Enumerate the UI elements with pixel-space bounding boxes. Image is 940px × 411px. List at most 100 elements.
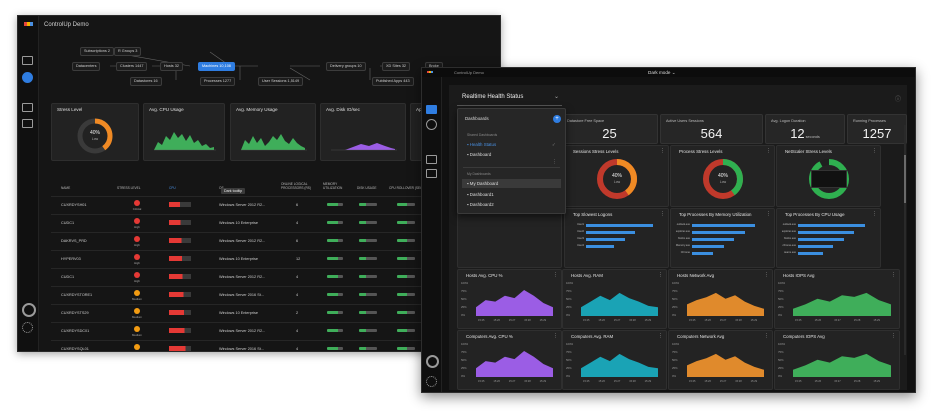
table-row[interactable]: CUXRDYSH01 Critical Windows Server 2012 R2…: [51, 196, 451, 214]
gear-icon[interactable]: [426, 376, 437, 387]
memory-usage-card[interactable]: Avg. Memory Usage: [230, 103, 316, 161]
col-disk[interactable]: DISK USAGE: [357, 186, 377, 190]
kebab-icon[interactable]: ⋮: [660, 148, 665, 154]
node-published-apps[interactable]: Published Apps 443: [372, 77, 414, 86]
cpu-usage-card[interactable]: Avg. CPU Usage: [143, 103, 225, 161]
disk-io-card[interactable]: Avg. Disk IO/sec: [320, 103, 406, 161]
kpi-card[interactable]: Running Processes 1257: [847, 114, 907, 144]
kpi-card[interactable]: Active Users Sessions 564: [660, 114, 763, 144]
area-chart-panel[interactable]: Hosts Network Avg ⋮ 100% 75% 50% 25% 0% 15:25 15…: [668, 269, 773, 329]
kebab-icon[interactable]: ⋮: [553, 272, 558, 278]
y-tick-label: 100%: [672, 281, 680, 285]
menu-item-dashboard1[interactable]: ▪ Dashboard1: [467, 192, 494, 197]
stress-gauge-panel[interactable]: Process Stress Levels ⋮ 40% Low: [670, 145, 775, 207]
area-chart-panel[interactable]: Computers Network Avg ⋮ 100% 75% 50% 25% 0% 15:…: [668, 330, 773, 390]
gear-icon[interactable]: [22, 322, 33, 333]
kebab-icon[interactable]: ⋮: [766, 211, 771, 217]
compass-icon[interactable]: [426, 119, 437, 130]
menu-item-dashboard2[interactable]: ▪ Dashboard2: [467, 202, 494, 207]
col-memory[interactable]: MEMORY UTILIZATION: [323, 182, 343, 190]
area-chart-panel[interactable]: Computers Avg. CPU % ⋮ 100% 75% 50% 25% 0% 15:2…: [457, 330, 562, 390]
kpi-card[interactable]: Avg. Logon Duration 12seconds: [765, 114, 845, 144]
dashboard-select[interactable]: Realtime Health Status ⌄: [457, 92, 562, 106]
col-stress[interactable]: STRESS LEVEL: [117, 186, 141, 190]
node-datastores[interactable]: Datastores 16: [130, 77, 162, 86]
kebab-icon[interactable]: ⋮: [891, 272, 896, 278]
table-row[interactable]: CUDC1 High Windows 10 Enterprise 4: [51, 214, 451, 232]
panel-title: Computers Avg. RAM: [571, 334, 614, 339]
kebab-icon[interactable]: ⋮: [872, 148, 877, 154]
area-chart-panel[interactable]: Computers IOPS Avg ⋮ 100% 75% 50% 25% 0% 15:25 1…: [774, 330, 900, 390]
col-processors[interactable]: ONLINE LOGICAL PROCESSORS (RS): [281, 182, 311, 190]
kebab-icon[interactable]: ⋮: [891, 333, 896, 339]
kebab-icon[interactable]: ⋮: [660, 211, 665, 217]
x-tick-label: 15:26: [493, 319, 500, 322]
menu-item-dashboard[interactable]: ▪ Dashboard: [467, 152, 492, 157]
node-rg-groups[interactable]: R Groups 3: [114, 47, 142, 56]
stress-level-card[interactable]: Stress Level 40% Low: [51, 103, 139, 161]
node-clusters[interactable]: Clusters 1447: [116, 62, 148, 71]
node-delivery-groups[interactable]: Delivery groups 10: [326, 62, 366, 71]
kpi-number: 12: [790, 126, 805, 141]
area-chart-panel[interactable]: Computers Avg. RAM ⋮ 100% 75% 50% 25% 0% 15:25 1…: [562, 330, 667, 390]
dashboard-icon[interactable]: [22, 56, 33, 65]
display-icon[interactable]: [22, 119, 33, 128]
stress-gauge-panel[interactable]: Sessions Stress Levels ⋮ 40% Low: [564, 145, 669, 207]
node-hosts[interactable]: Hosts 32: [160, 62, 183, 71]
area-chart-panel[interactable]: Hosts Avg. CPU % ⋮ 100% 75% 50% 25% 0% 15:25 15:…: [457, 269, 562, 329]
panel-title: Hosts IOPS Avg: [783, 273, 815, 278]
table-row[interactable]: CUDC1 High Windows Server 2012 R2... 4: [51, 268, 451, 286]
table-row[interactable]: CUXRDYSTORE1 Medium Windows Server 2016 St…: [51, 286, 451, 304]
node-datacenters[interactable]: Datacenters: [72, 62, 101, 71]
compass-icon[interactable]: [22, 72, 33, 83]
node-user-sessions[interactable]: User Sessions 1,5149: [258, 77, 304, 86]
top-bar-panel[interactable]: Top Processes By CPU Usage ⋮ outlook.exe ex…: [776, 208, 881, 268]
area-chart-panel[interactable]: Hosts IOPS Avg ⋮ 100% 75% 50% 25% 0% 15:25 15:26…: [774, 269, 900, 329]
kebab-icon[interactable]: ⋮: [553, 333, 558, 339]
dashboard-icon[interactable]: [426, 105, 437, 114]
display-icon[interactable]: [426, 169, 437, 178]
node-machines[interactable]: Machines 10,108: [198, 62, 235, 71]
table-row[interactable]: CUXRDYSTS29 Medium Windows 10 Enterprise 2: [51, 304, 451, 322]
monitor-icon[interactable]: [426, 155, 437, 164]
add-dashboard-button[interactable]: +: [553, 115, 561, 123]
top-bar-panel[interactable]: Top Processes By Memory Utilization ⋮ outl…: [670, 208, 775, 268]
scrollbar-thumb[interactable]: [904, 155, 906, 203]
col-cpu-rollover[interactable]: CPU ROLLOVER (SEC): [389, 186, 424, 190]
table-row[interactable]: CUXRDYSDC01 Medium Windows Server 2012 R2.…: [51, 322, 451, 340]
stress-gauge-panel[interactable]: NetScaler Stress Levels ⋮: [776, 145, 881, 207]
table-row[interactable]: CUXRDYSQL01 Medium Windows Server 2016 St.…: [51, 340, 451, 351]
row-name: CUXRDYSDC01: [61, 329, 90, 333]
kebab-icon[interactable]: ⋮: [658, 333, 663, 339]
scrollbar-track[interactable]: [904, 125, 906, 355]
col-name[interactable]: NAME: [61, 186, 71, 190]
kebab-icon[interactable]: ⋮: [552, 159, 557, 165]
col-cpu[interactable]: CPU: [169, 186, 176, 190]
panel-title: Hosts Avg. CPU %: [466, 273, 503, 278]
mode-toggle[interactable]: Dark mode ⌄: [648, 70, 676, 76]
kebab-icon[interactable]: ⋮: [766, 148, 771, 154]
kebab-icon[interactable]: ⋮: [658, 272, 663, 278]
x-tick-label: 15:28: [735, 380, 742, 383]
top-bar-panel[interactable]: Top Slowest Logons ⋮ User1 User2 User3 User4: [564, 208, 669, 268]
circle-icon[interactable]: [22, 303, 36, 317]
node-processes[interactable]: Processes 1277: [200, 77, 236, 86]
monitor-icon[interactable]: [22, 103, 33, 112]
menu-item-my-dashboard[interactable]: ▪ My Dashboard: [467, 181, 499, 186]
kebab-icon[interactable]: ⋮: [872, 211, 877, 217]
info-icon[interactable]: ⓘ: [894, 97, 901, 103]
circle-icon[interactable]: [426, 355, 439, 368]
bar-label: Memory.exe: [675, 244, 690, 247]
x-tick-label: 15:29: [750, 319, 758, 322]
node-subscriptions[interactable]: Subscriptions 2: [80, 47, 114, 56]
menu-item-health-status[interactable]: ▪ Health Status: [467, 142, 497, 147]
stress-dot: [134, 344, 140, 350]
kebab-icon[interactable]: ⋮: [764, 272, 769, 278]
kpi-card[interactable]: Datastore Free Space 25: [561, 114, 658, 144]
table-row[interactable]: HYPERV03 High Windows 10 Enterprise 12: [51, 250, 451, 268]
area-chart-panel[interactable]: Hosts Avg. RAM ⋮ 100% 75% 50% 25% 0% 15:25 15:26…: [562, 269, 667, 329]
table-row[interactable]: DAKRVS_PRD High Windows Server 2012 R2... 6: [51, 232, 451, 250]
kebab-icon[interactable]: ⋮: [764, 333, 769, 339]
x-tick-label: 15:26: [598, 380, 605, 383]
node-xd-sites[interactable]: XD Sites 32: [382, 62, 411, 71]
